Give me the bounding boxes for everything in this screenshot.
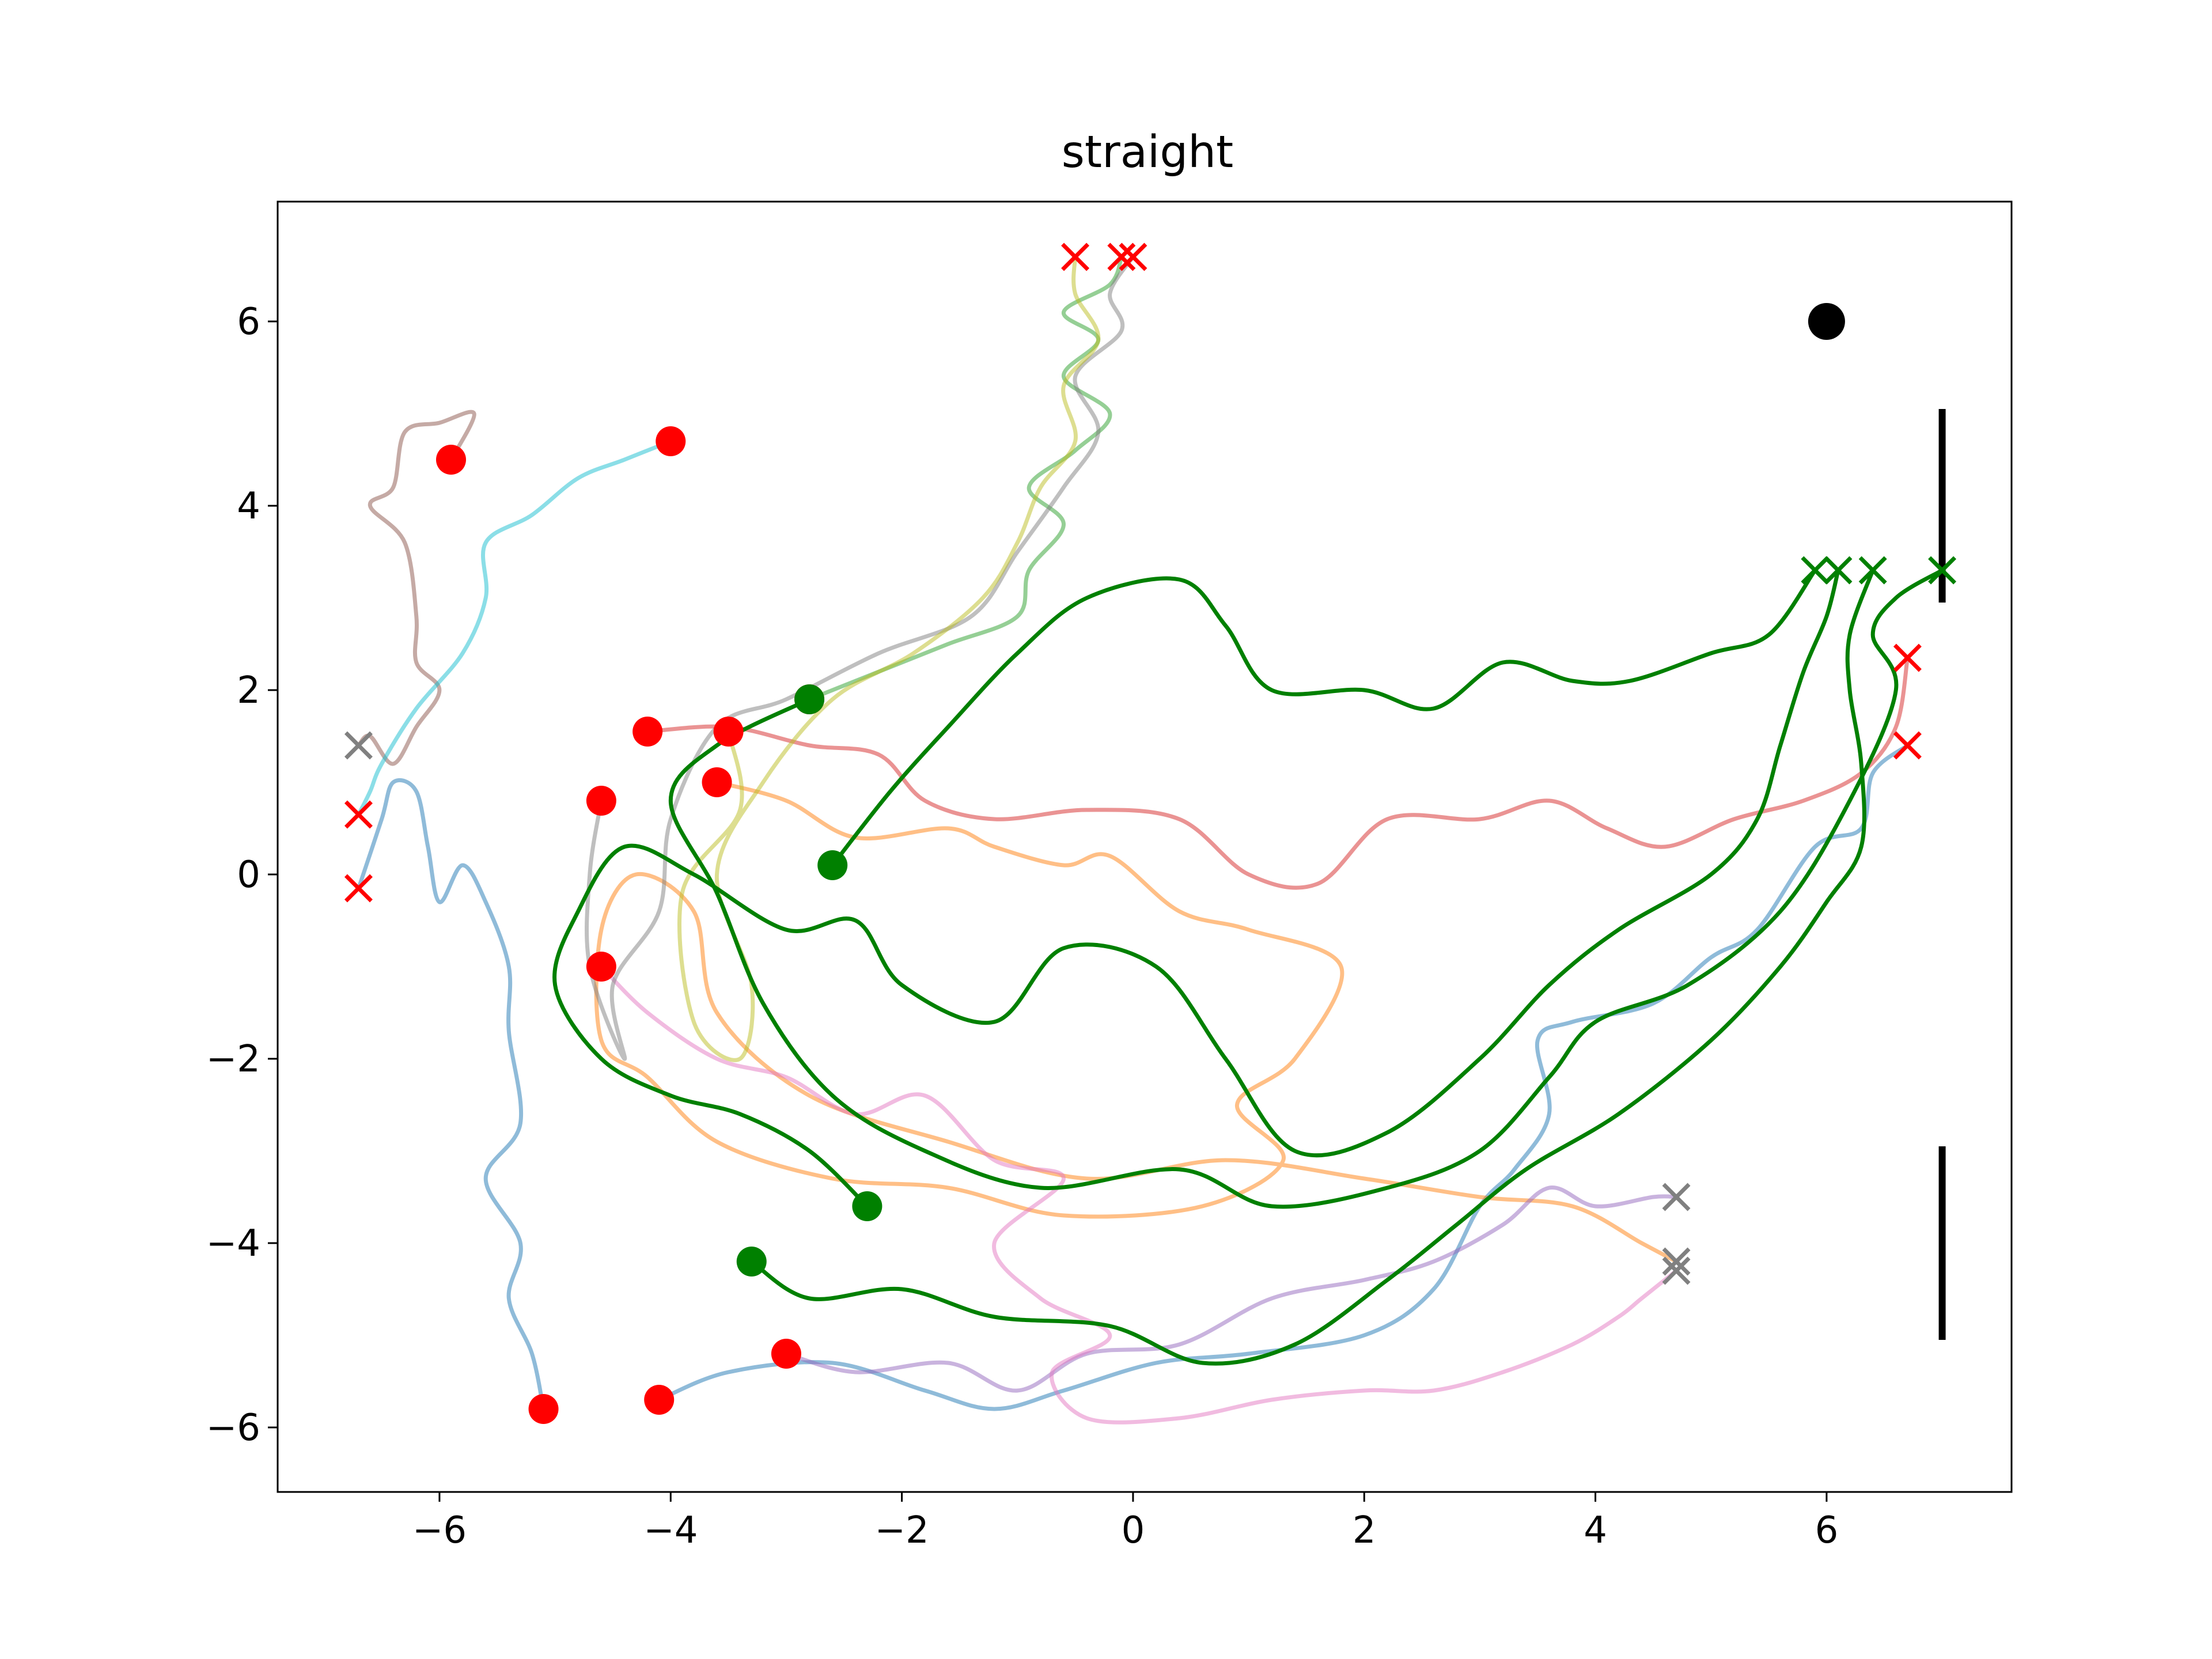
end-marker-13 xyxy=(1824,556,1853,585)
end-marker-stroke xyxy=(1107,243,1136,271)
end-marker-stroke xyxy=(1662,1247,1691,1276)
start-point-14 xyxy=(736,1247,767,1277)
start-point-1 xyxy=(528,1394,559,1424)
chart-title: straight xyxy=(1062,127,1233,178)
end-marker-14 xyxy=(1858,556,1887,585)
y-tick-label: 6 xyxy=(237,301,260,343)
start-point-6 xyxy=(771,1339,801,1369)
end-marker-stroke xyxy=(1858,556,1887,585)
end-marker-stroke xyxy=(1801,556,1830,585)
end-marker-stroke xyxy=(1893,643,1922,672)
trajectory-line-15 xyxy=(668,568,1945,1209)
start-point-2 xyxy=(644,1385,675,1415)
x-tick-label: 0 xyxy=(1122,1509,1145,1552)
start-point-8 xyxy=(586,952,616,982)
end-marker-10 xyxy=(1061,243,1090,271)
y-tick-label: 2 xyxy=(237,669,260,712)
end-marker-stroke xyxy=(344,731,373,760)
plot-frame xyxy=(276,200,2013,1493)
end-marker-15 xyxy=(1928,556,1957,585)
trajectory-line-2 xyxy=(657,743,1910,1411)
trajectory-line-7 xyxy=(357,410,476,766)
trajectory-line-10 xyxy=(677,255,1101,1062)
x-tick-label: 4 xyxy=(1584,1509,1607,1552)
marker-layer xyxy=(344,243,1957,1424)
start-point-3 xyxy=(702,767,732,797)
end-marker-8 xyxy=(1662,1256,1691,1285)
y-tick-label: 4 xyxy=(237,485,260,528)
end-marker-2 xyxy=(1893,731,1922,760)
x-tick-label: 6 xyxy=(1815,1509,1839,1552)
end-marker-stroke xyxy=(1893,731,1922,760)
y-tick-label: −4 xyxy=(206,1222,260,1265)
start-point-11 xyxy=(656,426,686,456)
goal-marker xyxy=(1808,303,1845,340)
y-tick-label: −6 xyxy=(206,1407,260,1449)
end-marker-7 xyxy=(344,731,373,760)
end-marker-stroke xyxy=(344,874,373,903)
start-point-7 xyxy=(436,445,466,475)
end-marker-12 xyxy=(1801,556,1830,585)
trajectory-line-13 xyxy=(552,568,1840,1209)
trajectory-line-8 xyxy=(599,964,1679,1425)
end-marker-3 xyxy=(1662,1247,1691,1276)
x-tick-label: −6 xyxy=(412,1509,467,1552)
end-marker-1 xyxy=(344,874,373,903)
start-point-5 xyxy=(632,717,663,747)
end-marker-stroke xyxy=(344,800,373,829)
axes-layer: −6 −4 −2 0 2 4 6 −6 −4 −2 0 2 4 6 xyxy=(206,301,1839,1552)
trajectory-line-3 xyxy=(594,780,1679,1264)
trajectory-line-14 xyxy=(749,568,1875,1366)
trajectory-line-9 xyxy=(585,255,1135,1061)
end-marker-5 xyxy=(1893,643,1922,672)
x-tick-label: −4 xyxy=(643,1509,698,1552)
end-marker-6 xyxy=(1662,1183,1691,1211)
x-tick-label: 2 xyxy=(1353,1509,1376,1552)
start-point-10 xyxy=(713,717,744,747)
y-tick-label: −2 xyxy=(206,1038,260,1081)
end-marker-stroke xyxy=(1662,1183,1691,1211)
start-point-12 xyxy=(817,850,848,880)
trajectory-line-12 xyxy=(830,568,1817,868)
start-point-13 xyxy=(852,1191,882,1221)
start-point-15 xyxy=(794,684,825,714)
end-marker-stroke xyxy=(1061,243,1090,271)
x-tick-label: −2 xyxy=(874,1509,929,1552)
end-marker-stroke xyxy=(1928,556,1957,585)
end-marker-11 xyxy=(344,800,373,829)
series-layer xyxy=(357,255,1945,1425)
trajectory-line-6 xyxy=(784,1185,1679,1393)
trajectory-line-5 xyxy=(645,656,1910,890)
trajectory-line-11 xyxy=(357,439,673,817)
end-marker-stroke xyxy=(1824,556,1853,585)
end-marker-stroke xyxy=(1119,243,1147,271)
trajectory-line-4 xyxy=(807,255,1124,702)
end-marker-4 xyxy=(1107,243,1136,271)
y-tick-label: 0 xyxy=(237,854,260,896)
start-point-9 xyxy=(586,786,616,816)
end-marker-9 xyxy=(1119,243,1147,271)
trajectory-line-1 xyxy=(357,778,546,1411)
end-marker-stroke xyxy=(1662,1256,1691,1285)
